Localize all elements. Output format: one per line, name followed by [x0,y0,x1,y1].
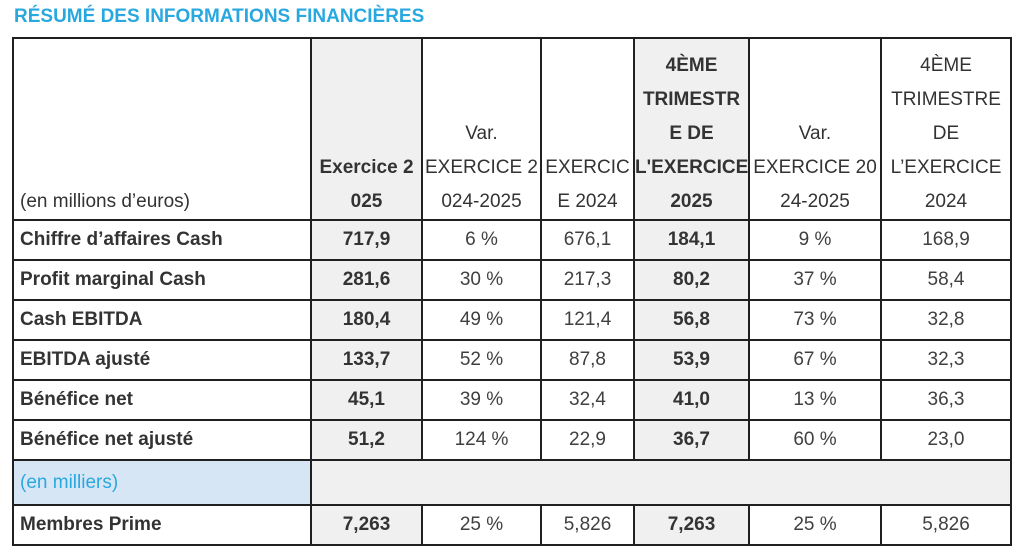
cell-value: 51,2 [310,419,423,461]
cell-value: 121,4 [540,299,635,341]
row-label: Membres Prime [12,504,312,546]
table-row: Membres Prime 7,263 25 % 5,826 7,263 25 … [12,504,1012,546]
row-label: EBITDA ajusté [12,339,312,381]
cell-value: 184,1 [633,219,750,261]
cell-value: 676,1 [540,219,635,261]
row-label: Bénéfice net [12,379,312,421]
header-var-exercice: Var. EXERCICE 2 024-2025 [421,37,542,221]
cell-value: 41,0 [633,379,750,421]
cell-value: 9 % [748,219,882,261]
cell-value: 53,9 [633,339,750,381]
cell-value: 52 % [421,339,542,381]
cell-value: 133,7 [310,339,423,381]
header-exercice-2025: Exercice 2 025 [310,37,423,221]
table-row: Cash EBITDA 180,4 49 % 121,4 56,8 73 % 3… [12,299,1012,341]
cell-value: 717,9 [310,219,423,261]
cell-value: 45,1 [310,379,423,421]
cell-value: 7,263 [633,504,750,546]
section-filler [310,459,1012,506]
page-title: RÉSUMÉ DES INFORMATIONS FINANCIÈRES [14,6,425,27]
cell-value: 32,4 [540,379,635,421]
cell-value: 13 % [748,379,882,421]
header-var-q4: Var. EXERCICE 20 24-2025 [748,37,882,221]
table-row: Bénéfice net ajusté 51,2 124 % 22,9 36,7… [12,419,1012,461]
section-header-row: (en milliers) [12,459,1012,506]
cell-value: 25 % [748,504,882,546]
row-label: Bénéfice net ajusté [12,419,312,461]
cell-value: 22,9 [540,419,635,461]
cell-value: 25 % [421,504,542,546]
cell-value: 217,3 [540,259,635,301]
table-row: Chiffre d’affaires Cash 717,9 6 % 676,1 … [12,219,1012,261]
table-row: Bénéfice net 45,1 39 % 32,4 41,0 13 % 36… [12,379,1012,421]
financial-summary-table: (en millions d’euros) Exercice 2 025 Var.… [12,37,1012,546]
cell-value: 124 % [421,419,542,461]
header-q4-2025: 4ÈME TRIMESTR E DE L'EXERCICE 2025 [633,37,750,221]
cell-value: 67 % [748,339,882,381]
header-unit-label: (en millions d’euros) [12,37,312,221]
cell-value: 5,826 [880,504,1012,546]
table-row: EBITDA ajusté 133,7 52 % 87,8 53,9 67 % … [12,339,1012,381]
cell-value: 58,4 [880,259,1012,301]
cell-value: 168,9 [880,219,1012,261]
header-exercice-2024: EXERCIC E 2024 [540,37,635,221]
cell-value: 56,8 [633,299,750,341]
cell-value: 60 % [748,419,882,461]
cell-value: 73 % [748,299,882,341]
row-label: Cash EBITDA [12,299,312,341]
cell-value: 36,3 [880,379,1012,421]
header-q4-2024: 4ÈME TRIMESTRE DE L’EXERCICE 2024 [880,37,1012,221]
table-header-row: (en millions d’euros) Exercice 2 025 Var.… [12,37,1012,221]
cell-value: 36,7 [633,419,750,461]
cell-value: 32,8 [880,299,1012,341]
cell-value: 281,6 [310,259,423,301]
cell-value: 7,263 [310,504,423,546]
cell-value: 5,826 [540,504,635,546]
section-unit-label: (en milliers) [12,459,312,506]
row-label: Profit marginal Cash [12,259,312,301]
cell-value: 49 % [421,299,542,341]
cell-value: 39 % [421,379,542,421]
cell-value: 6 % [421,219,542,261]
cell-value: 80,2 [633,259,750,301]
cell-value: 180,4 [310,299,423,341]
cell-value: 32,3 [880,339,1012,381]
cell-value: 37 % [748,259,882,301]
cell-value: 87,8 [540,339,635,381]
row-label: Chiffre d’affaires Cash [12,219,312,261]
table-row: Profit marginal Cash 281,6 30 % 217,3 80… [12,259,1012,301]
cell-value: 30 % [421,259,542,301]
cell-value: 23,0 [880,419,1012,461]
